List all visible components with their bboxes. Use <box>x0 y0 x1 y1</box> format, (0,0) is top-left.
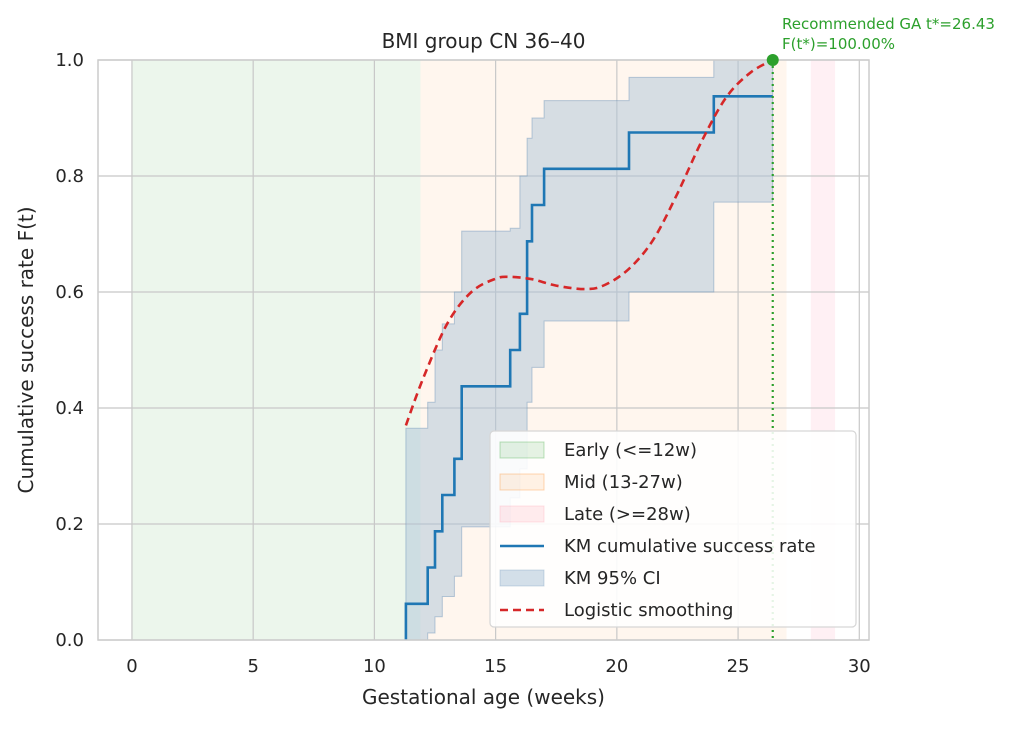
logistic-smoothing-line <box>404 58 774 426</box>
legend-box <box>489 430 857 628</box>
y-tick-label: 0.8 <box>55 166 84 187</box>
x-tick-label: 15 <box>484 656 507 677</box>
legend-label-km: KM cumulative success rate <box>564 536 816 557</box>
y-tick-label: 0.4 <box>55 398 84 419</box>
x-tick-label: 25 <box>727 656 750 677</box>
y-axis-label: Cumulative success rate F(t) <box>14 206 38 493</box>
x-axis-label: Gestational age (weeks) <box>362 685 605 709</box>
recommended-annotation-line1: Recommended GA t*=26.43 <box>782 15 995 33</box>
x-tick-label: 20 <box>605 656 628 677</box>
y-tick-label: 0.0 <box>55 630 84 651</box>
y-tick-label: 0.2 <box>55 514 84 535</box>
x-tick-label: 0 <box>126 656 137 677</box>
recommended-annotation-line2: F(t*)=100.00% <box>782 35 895 53</box>
plot-frame <box>97 59 870 641</box>
recommended-ga-point <box>766 54 779 66</box>
km-step-line <box>404 95 773 640</box>
x-tick-label: 30 <box>848 656 871 677</box>
legend-swatch-ci <box>499 569 545 587</box>
y-tick-label: 1.0 <box>55 50 84 71</box>
legend-swatch-late <box>499 505 545 523</box>
legend-label-early: Early (<=12w) <box>564 440 697 461</box>
region-early <box>131 60 421 640</box>
legend-swatch-early <box>499 441 545 459</box>
legend-label-mid: Mid (13-27w) <box>564 472 683 493</box>
x-tick-label: 10 <box>363 656 386 677</box>
legend-label-logistic: Logistic smoothing <box>564 600 733 621</box>
y-tick-label: 0.6 <box>55 282 84 303</box>
legend-label-ci: KM 95% CI <box>564 568 661 589</box>
chart-title: BMI group CN 36–40 <box>382 29 586 53</box>
x-tick-label: 5 <box>247 656 258 677</box>
legend-swatch-mid <box>499 473 545 491</box>
legend-label-late: Late (>=28w) <box>564 504 691 525</box>
